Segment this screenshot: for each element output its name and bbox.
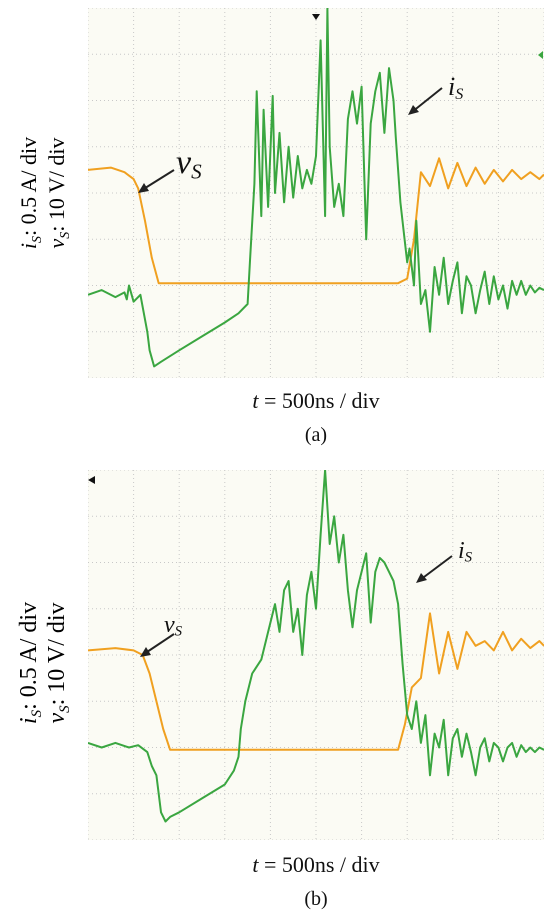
annotation-voltage-var-a: v — [176, 144, 192, 181]
y-axis-label-svg-a: iS: 0.5 A/ div vS: 10 V/ div — [16, 137, 73, 249]
annotation-current-sub-a: S — [455, 86, 464, 104]
annotation-current-var-a: i — [448, 72, 456, 101]
svg-text:vS: 10 V/ div: vS: 10 V/ div — [44, 137, 73, 248]
ylabel-voltage-scale-b: : 10 V/ div — [44, 602, 70, 705]
annotation-current-var-b: i — [458, 538, 465, 564]
ylabel-current-scale-b: : 0.5 A/ div — [16, 602, 42, 710]
annotation-voltage-sub-a: S — [191, 159, 202, 184]
caption-b: (b) — [304, 888, 328, 910]
oscilloscope-plot-b — [88, 470, 544, 840]
svg-text:vS: 10 V/ div: vS: 10 V/ div — [44, 602, 73, 723]
trigger-marker-icon-a — [312, 14, 320, 20]
y-axis-label-a: iS: 0.5 A/ div vS: 10 V/ div — [10, 8, 80, 378]
ylabel-current-var-a: i — [16, 243, 41, 249]
oscilloscope-plot-a — [88, 8, 544, 378]
annotation-voltage-sub-b: S — [174, 623, 183, 640]
grid-a — [88, 8, 544, 378]
ylabel-voltage-sub-a: S — [58, 232, 73, 239]
trigger-marker-icon-b — [88, 476, 95, 484]
annotation-current-arrow-a — [408, 87, 443, 115]
ref-marker-icon-a — [538, 51, 543, 59]
plot-svg-b — [88, 470, 544, 840]
annotation-voltage-b: vS — [164, 612, 182, 641]
y-axis-label-svg-b: iS: 0.5 A/ div vS: 10 V/ div — [16, 602, 73, 724]
grid-b — [88, 470, 544, 840]
ylabel-current-var-b: i — [16, 717, 42, 724]
annotation-current-sub-b: S — [464, 549, 473, 566]
xlabel-var-a: t — [252, 388, 259, 413]
annotation-voltage-arrow-b — [140, 633, 175, 657]
series-line-vS — [88, 157, 544, 285]
y-axis-label-b: iS: 0.5 A/ div vS: 10 V/ div — [10, 468, 80, 838]
x-axis-label-a: t = 500ns / div — [88, 388, 544, 414]
ylabel-current-sub-a: S — [30, 236, 45, 243]
ylabel-current-scale-a: : 0.5 A/ div — [16, 137, 41, 236]
xlabel-var-b: t — [252, 852, 259, 877]
ylabel-voltage-var-a: v — [44, 239, 69, 249]
series-line-iS — [88, 470, 544, 823]
xlabel-scale-b: = 500ns / div — [258, 852, 380, 877]
series-group-b — [88, 470, 544, 823]
series-group-a — [88, 8, 544, 368]
marker-a — [312, 14, 543, 59]
annotation-voltage-var-b: v — [164, 612, 175, 638]
annotation-voltage-a: vS — [176, 144, 202, 184]
ylabel-voltage-var-b: v — [44, 713, 70, 724]
annotation-current-b: iS — [458, 538, 472, 567]
ylabel-current-sub-b: S — [29, 709, 45, 717]
annotation-voltage-arrow-a — [138, 169, 175, 193]
annotation-current-arrow-b — [416, 555, 453, 583]
svg-text:iS: 0.5 A/ div: iS: 0.5 A/ div — [16, 602, 45, 724]
series-line-iS — [88, 8, 544, 368]
marker-b — [88, 476, 95, 484]
plot-svg-a — [88, 8, 544, 378]
ylabel-voltage-sub-b: S — [57, 705, 73, 713]
x-axis-label-b: t = 500ns / div — [88, 852, 544, 878]
annotation-current-a: iS — [448, 72, 463, 104]
caption-a: (a) — [304, 424, 328, 446]
ylabel-voltage-scale-a: : 10 V/ div — [44, 137, 69, 231]
svg-text:iS: 0.5 A/ div: iS: 0.5 A/ div — [16, 137, 45, 249]
chart-panel-b: iS: 0.5 A/ div vS: 10 V/ div vS iS t — [0, 460, 544, 920]
xlabel-scale-a: = 500ns / div — [258, 388, 380, 413]
chart-panel-a: iS: 0.5 A/ div vS: 10 V/ div vS iS — [10, 8, 544, 446]
series-line-vS — [88, 612, 544, 751]
